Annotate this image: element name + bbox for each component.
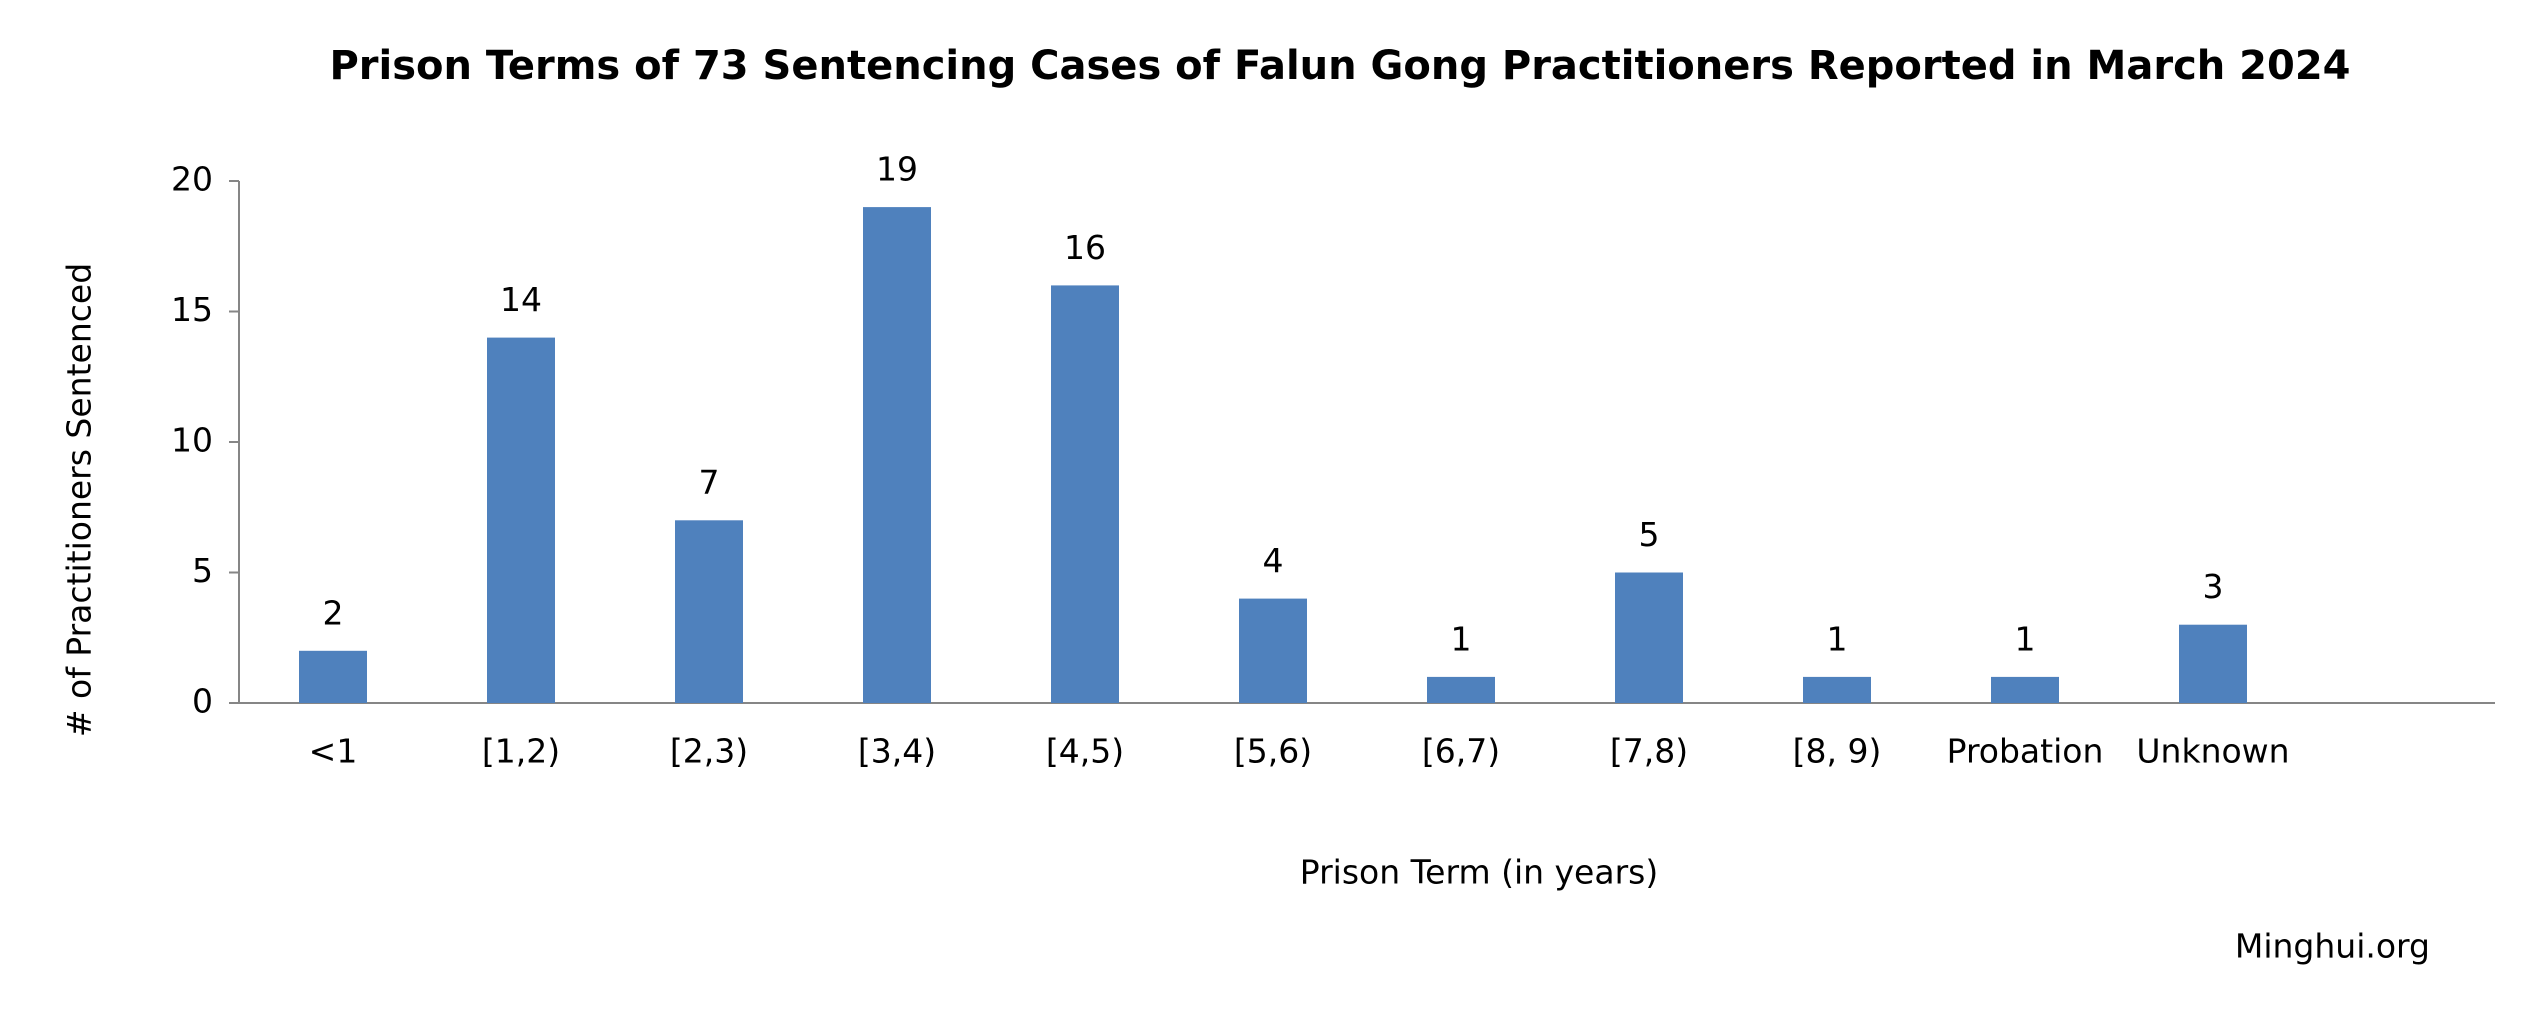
bar xyxy=(1615,572,1683,703)
x-axis-label: Prison Term (in years) xyxy=(1300,853,1658,892)
y-tick-label: 0 xyxy=(192,682,213,721)
bar xyxy=(2179,624,2247,703)
x-tick-label: [1,2) xyxy=(482,732,560,771)
bar xyxy=(299,650,367,703)
data-label: 7 xyxy=(699,463,720,502)
data-label: 19 xyxy=(876,150,918,189)
bar xyxy=(863,207,931,703)
bar xyxy=(675,520,743,703)
bar xyxy=(487,337,555,703)
data-label: 3 xyxy=(2203,567,2224,606)
bar xyxy=(1051,285,1119,703)
x-tick-label: [2,3) xyxy=(670,732,748,771)
bar xyxy=(1427,676,1495,703)
data-label: 1 xyxy=(2015,619,2036,658)
x-tick-label: [6,7) xyxy=(1422,732,1500,771)
x-tick-label: Unknown xyxy=(2136,732,2289,771)
x-tick-label: [5,6) xyxy=(1234,732,1312,771)
y-tick-label: 20 xyxy=(171,160,213,199)
data-label: 4 xyxy=(1263,541,1284,580)
data-label: 1 xyxy=(1827,619,1848,658)
data-label: 2 xyxy=(323,593,344,632)
y-tick-label: 5 xyxy=(192,551,213,590)
data-label: 16 xyxy=(1064,228,1106,267)
data-label: 1 xyxy=(1451,619,1472,658)
bar xyxy=(1239,598,1307,703)
chart-title: Prison Terms of 73 Sentencing Cases of F… xyxy=(329,43,2350,89)
y-tick-label: 15 xyxy=(171,290,213,329)
x-tick-label: Probation xyxy=(1947,732,2104,771)
source-label: Minghui.org xyxy=(2235,927,2430,966)
x-tick-label: [8, 9) xyxy=(1793,732,1882,771)
y-tick-label: 10 xyxy=(171,421,213,460)
data-label: 14 xyxy=(500,280,542,319)
x-tick-label: [3,4) xyxy=(858,732,936,771)
bar xyxy=(1803,676,1871,703)
x-tick-label: <1 xyxy=(309,732,358,771)
x-tick-label: [7,8) xyxy=(1610,732,1688,771)
x-tick-label: [4,5) xyxy=(1046,732,1124,771)
data-label: 5 xyxy=(1639,515,1660,554)
y-axis-label: # of Practitioners Sentenced xyxy=(60,263,99,737)
bar xyxy=(1991,676,2059,703)
